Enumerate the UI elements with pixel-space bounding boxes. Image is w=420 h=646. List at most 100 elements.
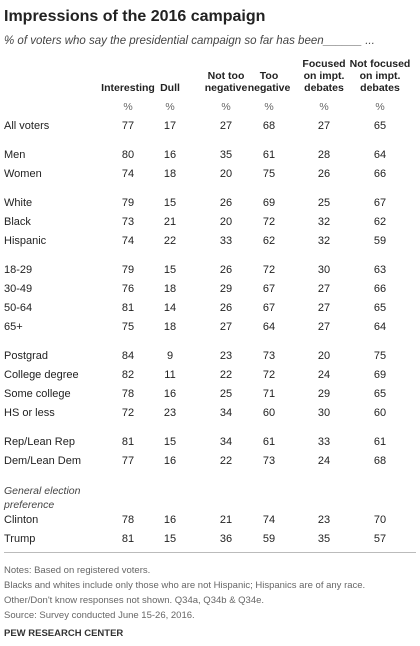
cell: 72 <box>262 369 276 381</box>
column-header: Too <box>259 70 279 82</box>
cell: 20 <box>317 350 331 362</box>
cell: 32 <box>317 235 331 247</box>
cell: 27 <box>317 120 331 132</box>
cell: 60 <box>373 407 387 419</box>
cell: 23 <box>317 514 331 526</box>
column-header: Not too <box>207 70 245 82</box>
cell: 65 <box>373 388 387 400</box>
note: Notes: Based on registered voters. <box>4 565 151 576</box>
row-label: Some college <box>4 388 71 400</box>
cell: 70 <box>373 514 387 526</box>
cell: 62 <box>373 216 387 228</box>
column-header: debates <box>304 82 344 94</box>
cell: 62 <box>262 235 276 247</box>
cell: 75 <box>373 350 387 362</box>
cell: 35 <box>317 533 331 545</box>
cell: 65 <box>373 302 387 314</box>
cell: 15 <box>163 197 177 209</box>
column-header: Not focused <box>349 58 411 70</box>
cell: 81 <box>121 533 135 545</box>
cell: 23 <box>219 350 233 362</box>
cell: 77 <box>121 455 135 467</box>
cell: 67 <box>262 283 276 295</box>
column-header: negative <box>204 82 248 94</box>
unit-label: % <box>165 101 175 113</box>
row-label: Dem/Lean Dem <box>4 455 82 467</box>
column-header: Dull <box>160 82 180 94</box>
cell: 15 <box>163 533 177 545</box>
cell: 27 <box>317 283 331 295</box>
unit-label: % <box>375 101 385 113</box>
column-header: on impt. <box>359 70 401 82</box>
cell: 22 <box>163 235 177 247</box>
cell: 21 <box>163 216 177 228</box>
cell: 81 <box>121 436 135 448</box>
unit-label: % <box>264 101 274 113</box>
cell: 22 <box>219 455 233 467</box>
cell: 23 <box>163 407 177 419</box>
cell: 72 <box>262 216 276 228</box>
cell: 36 <box>219 533 233 545</box>
cell: 79 <box>121 197 135 209</box>
cell: 14 <box>163 302 177 314</box>
cell: 67 <box>262 302 276 314</box>
cell: 20 <box>219 168 233 180</box>
subtitle: % of voters who say the presidential cam… <box>4 35 375 47</box>
cell: 26 <box>219 197 233 209</box>
row-label: HS or less <box>4 407 55 419</box>
cell: 77 <box>121 120 135 132</box>
row-label: 18-29 <box>4 264 33 276</box>
row-label: Rep/Lean Rep <box>4 436 75 448</box>
column-header: Focused <box>302 58 346 70</box>
cell: 71 <box>262 388 276 400</box>
cell: 61 <box>373 436 387 448</box>
cell: 18 <box>163 283 177 295</box>
cell: 25 <box>317 197 331 209</box>
cell: 64 <box>373 149 387 161</box>
cell: 30 <box>317 407 331 419</box>
cell: 68 <box>262 120 276 132</box>
cell: 27 <box>219 120 233 132</box>
row-label: Trump <box>4 533 36 545</box>
row-label: All voters <box>4 120 50 132</box>
cell: 74 <box>262 514 276 526</box>
cell: 34 <box>219 407 233 419</box>
cell: 24 <box>317 369 331 381</box>
cell: 25 <box>219 388 233 400</box>
row-label: Men <box>4 149 26 161</box>
column-header: on impt. <box>303 70 345 82</box>
cell: 69 <box>262 197 276 209</box>
cell: 33 <box>317 436 331 448</box>
cell: 80 <box>121 149 135 161</box>
cell: 72 <box>121 407 135 419</box>
row-label: Hispanic <box>4 235 47 247</box>
title: Impressions of the 2016 campaign <box>4 8 266 25</box>
row-label: Postgrad <box>4 350 49 362</box>
cell: 18 <box>163 168 177 180</box>
cell: 30 <box>317 264 331 276</box>
cell: 15 <box>163 264 177 276</box>
cell: 66 <box>373 168 387 180</box>
cell: 65 <box>373 120 387 132</box>
unit-label: % <box>221 101 231 113</box>
cell: 78 <box>121 388 135 400</box>
cell: 68 <box>373 455 387 467</box>
cell: 16 <box>163 455 177 467</box>
cell: 34 <box>219 436 233 448</box>
cell: 66 <box>373 283 387 295</box>
cell: 76 <box>121 283 135 295</box>
column-header: Interesting <box>101 82 155 94</box>
cell: 16 <box>163 514 177 526</box>
group-label: General election preference <box>4 485 81 511</box>
row-label: Women <box>4 168 42 180</box>
cell: 11 <box>164 369 176 381</box>
cell: 73 <box>262 350 276 362</box>
cell: 24 <box>317 455 331 467</box>
footer: PEW RESEARCH CENTER <box>4 628 124 639</box>
cell: 29 <box>219 283 233 295</box>
row-label: Clinton <box>4 514 39 526</box>
unit-label: % <box>319 101 329 113</box>
cell: 75 <box>262 168 276 180</box>
cell: 17 <box>163 120 177 132</box>
